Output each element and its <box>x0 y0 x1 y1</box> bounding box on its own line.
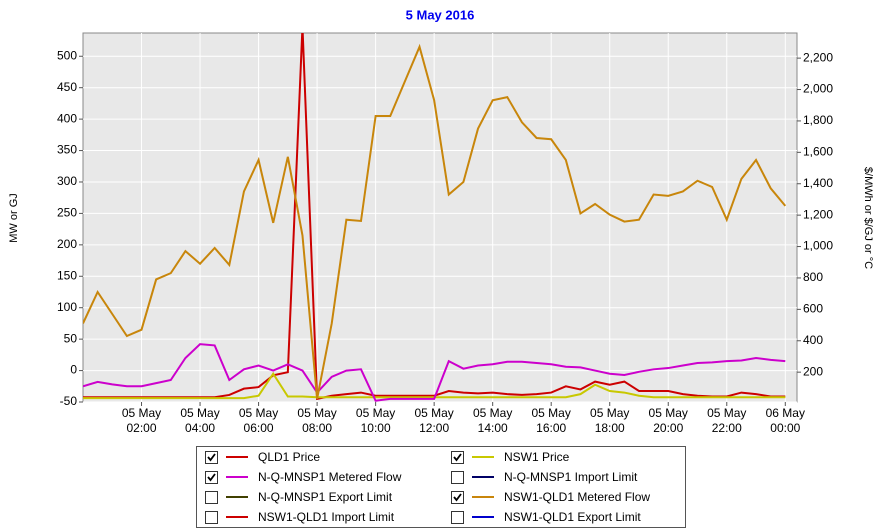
x-tick-label: 05 May 04:00 <box>180 406 220 435</box>
x-tick-label: 05 May 10:00 <box>355 406 396 435</box>
x-tick-label: 05 May 06:00 <box>238 406 279 435</box>
legend-item: NSW1 Price <box>451 447 569 467</box>
legend-swatch <box>472 456 494 458</box>
legend-label: NSW1 Price <box>504 450 570 464</box>
legend-label: NSW1-QLD1 Export Limit <box>504 510 641 524</box>
check <box>453 492 462 501</box>
legend-checkbox <box>205 450 218 464</box>
legend-swatch <box>226 516 248 518</box>
legend-label: N-Q-MNSP1 Export Limit <box>258 490 393 504</box>
check-mark <box>207 452 216 461</box>
x-tick-label: 05 May 12:00 <box>414 406 454 435</box>
y2-tick-label: 1,600 <box>803 145 833 159</box>
legend-item: N-Q-MNSP1 Metered Flow <box>205 467 401 487</box>
check-mark <box>207 472 216 481</box>
legend-label: NSW1-QLD1 Import Limit <box>258 510 395 524</box>
plot-area <box>82 32 798 403</box>
grid <box>83 33 797 403</box>
y-tick-label: 0 <box>70 363 77 377</box>
legend-swatch <box>226 456 248 458</box>
legend-item: NSW1-QLD1 Export Limit <box>451 507 641 527</box>
y2-axis-label: $/MWh or $/GJ or °C <box>862 167 874 269</box>
legend-item: NSW1-QLD1 Import Limit <box>205 507 394 527</box>
check <box>207 472 216 481</box>
y2-tick-label: 2,000 <box>803 82 833 96</box>
legend-checkbox <box>205 510 218 524</box>
legend-item: N-Q-MNSP1 Import Limit <box>451 467 637 487</box>
legend-item: N-Q-MNSP1 Export Limit <box>205 487 392 507</box>
check-mark <box>453 492 462 501</box>
y2-tick-label: 200 <box>803 364 823 378</box>
y-tick-label: -50 <box>60 394 78 408</box>
legend-swatch <box>472 516 494 518</box>
legend-checkbox <box>451 490 464 504</box>
y-tick-label: 200 <box>57 237 77 251</box>
y2-tick-label: 2,200 <box>803 50 833 64</box>
x-tick-label: 05 May 20:00 <box>648 406 688 435</box>
y-axis-label: MW or GJ <box>8 193 20 243</box>
x-tick-label: 06 May 00:00 <box>765 406 805 435</box>
x-tick-label: 05 May 14:00 <box>472 406 513 435</box>
legend-checkbox <box>451 450 464 464</box>
legend-checkbox <box>205 470 218 484</box>
y-tick-label: 50 <box>64 331 78 345</box>
legend-item: QLD1 Price <box>205 447 320 467</box>
legend-swatch <box>226 476 248 478</box>
x-tick-label: 05 May 08:00 <box>297 406 337 435</box>
y-tick-label: 350 <box>57 143 77 157</box>
legend-label: NSW1-QLD1 Metered Flow <box>504 490 651 504</box>
series-line <box>83 343 786 402</box>
legend-item: NSW1-QLD1 Metered Flow <box>451 487 650 507</box>
legend-checkbox <box>205 490 218 504</box>
chart-title: 5 May 2016 <box>406 7 475 22</box>
legend-label: N-Q-MNSP1 Metered Flow <box>258 470 402 484</box>
y-tick-label: 500 <box>57 48 77 62</box>
y-tick-label: 300 <box>57 174 77 188</box>
y2-tick-label: 1,800 <box>803 113 833 127</box>
legend-swatch <box>472 476 494 478</box>
check-mark <box>453 452 462 461</box>
y2-tick-label: 400 <box>803 333 823 347</box>
check <box>207 452 216 461</box>
legend-checkbox <box>451 470 464 484</box>
y2-tick-label: 1,200 <box>803 207 833 221</box>
lines <box>83 33 787 402</box>
y-tick-label: 450 <box>57 80 77 94</box>
legend: QLD1 Price NSW1 Price N-Q-MNSP1 Metered Fl… <box>196 446 686 528</box>
y-tick-label: 250 <box>57 206 77 220</box>
legend-label: QLD1 Price <box>258 450 321 464</box>
y2-tick-label: 1,000 <box>803 239 833 253</box>
x-tick-label: 05 May 22:00 <box>707 406 747 435</box>
legend-checkbox <box>451 510 464 524</box>
legend-swatch <box>226 496 248 498</box>
x-tick-label: 05 May 16:00 <box>531 406 571 435</box>
series-line <box>83 43 787 400</box>
legend-swatch <box>472 496 494 498</box>
y2-tick-label: 600 <box>803 302 823 316</box>
y-tick-label: 100 <box>57 300 77 314</box>
x-tick-label: 05 May 02:00 <box>121 406 162 435</box>
check <box>453 452 462 461</box>
y-tick-label: 150 <box>57 268 77 282</box>
y2-tick-label: 1,400 <box>803 176 833 190</box>
y-tick-label: 400 <box>57 111 77 125</box>
y2-tick-label: 800 <box>803 270 823 284</box>
x-tick-label: 05 May 18:00 <box>590 406 630 435</box>
legend-label: N-Q-MNSP1 Import Limit <box>504 470 638 484</box>
